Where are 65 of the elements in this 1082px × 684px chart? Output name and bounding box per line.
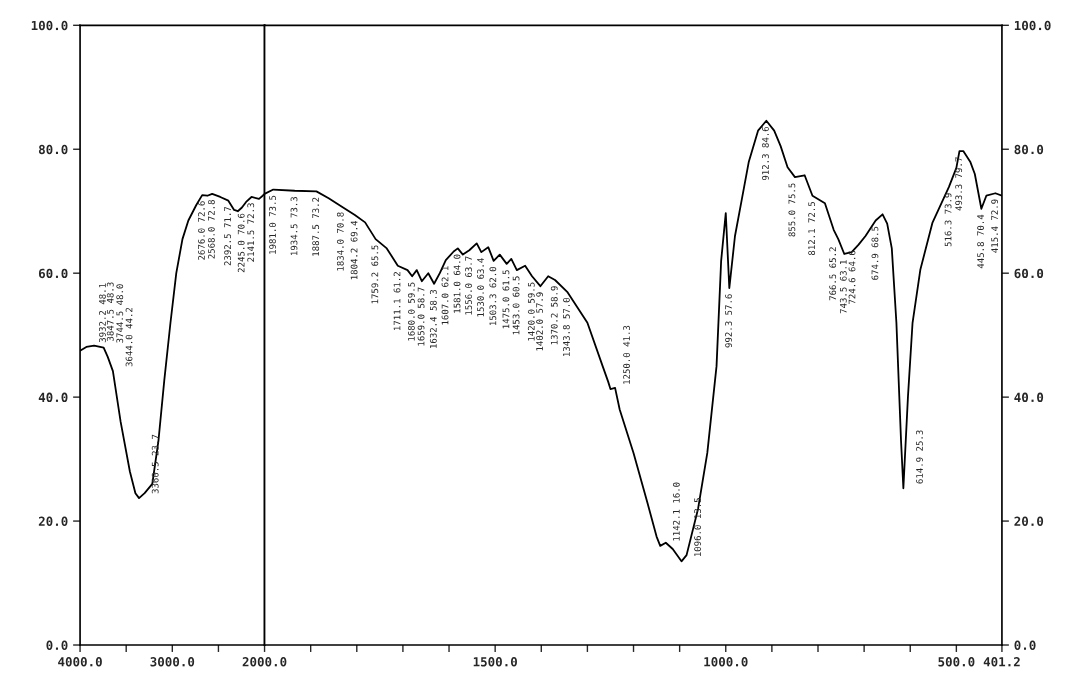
- annotation: 415.4 72.9: [991, 199, 999, 253]
- annotation: 1530.0 63.4: [477, 258, 484, 317]
- y-tick-label: 60.0: [38, 268, 68, 279]
- annotation: 1711.1 61.2: [393, 272, 401, 331]
- annotation: 724.6 64.6: [848, 250, 856, 304]
- annotation: 674.9 68.5: [871, 226, 879, 280]
- annotation: 2568.0 72.8: [207, 200, 215, 259]
- annotation: 1096.0 13.5: [694, 498, 702, 557]
- annotation: 2141.5 72.3: [247, 203, 255, 262]
- annotation: 3644.0 44.2: [125, 307, 133, 367]
- annotation: 1934.5 73.3: [290, 197, 298, 256]
- annotation: 1453.0 60.5: [512, 276, 520, 335]
- annotation: 3847.5 48.3: [106, 282, 114, 341]
- annotation: 1581.0 64.0: [453, 254, 461, 313]
- annotation: 1680.0 59.5: [407, 282, 415, 341]
- y-tick-label: 80.0: [1014, 144, 1044, 155]
- y-tick-label: 100.0: [31, 20, 68, 31]
- annotation: 766.5 65.2: [829, 247, 837, 301]
- x-tick-label: 1000.0: [704, 657, 748, 667]
- annotation: 1343.8 57.0: [563, 297, 570, 357]
- annotation: 1142.1 16.0: [672, 482, 680, 541]
- y-tick-label: 100.0: [1014, 20, 1051, 31]
- x-tick-label: 1500.0: [473, 657, 517, 667]
- x-tick-label: 2000.0: [242, 657, 287, 667]
- annotation: 614.9 25.3: [916, 430, 923, 484]
- annotation: 1981.0 73.5: [269, 195, 276, 254]
- annotation: 2245.0 70.6: [237, 213, 245, 273]
- annotation: 855.0 75.5: [788, 183, 796, 237]
- annotation: 812.1 72.5: [808, 202, 816, 256]
- x-tick-label: 500.0: [938, 657, 975, 667]
- annotation: 1420.0 59.5: [527, 282, 535, 341]
- annotation: 1370.2 58.9: [550, 286, 558, 345]
- annotation: 1402.0 57.9: [536, 292, 543, 351]
- x-tick-label: 4000.0: [58, 657, 102, 667]
- y-tick-label: 60.0: [1014, 268, 1044, 279]
- annotation: 1503.3 62.0: [489, 266, 497, 326]
- x-tick-label: 401.2: [983, 657, 1020, 667]
- annotation: 493.3 79.7: [955, 157, 963, 211]
- y-tick-label: 0.0: [46, 640, 68, 650]
- x-tick-label: 3000.0: [150, 657, 195, 667]
- annotation: 1804.2 69.4: [350, 220, 358, 280]
- annotation: 743.5 63.1: [839, 260, 847, 314]
- annotation: 516.3 73.9: [944, 193, 952, 247]
- annotation: 1834.0 70.8: [336, 212, 344, 271]
- annotation: 1607.0 62.1: [441, 266, 449, 325]
- annotation: 1250.0 41.3: [623, 325, 630, 384]
- annotation: 1475.0 61.5: [502, 270, 510, 329]
- y-tick-label: 20.0: [1014, 516, 1044, 526]
- y-tick-label: 80.0: [38, 144, 68, 155]
- y-tick-label: 40.0: [38, 392, 68, 403]
- annotation: 992.3 57.6: [725, 294, 732, 348]
- annotation: 3932.2 48.1: [99, 283, 106, 343]
- annotation: 1887.5 73.2: [312, 197, 320, 256]
- annotation: 912.3 84.6: [762, 126, 769, 181]
- annotation: 3744.5 48.0: [116, 284, 124, 343]
- annotation: 1759.2 65.5: [371, 245, 379, 304]
- y-tick-label: 40.0: [1014, 392, 1044, 403]
- annotation: 1632.4 58.3: [429, 289, 437, 348]
- annotation: 2392.5 71.7: [224, 206, 231, 266]
- y-tick-label: 20.0: [38, 516, 68, 526]
- y-tick-label: 0.0: [1014, 640, 1036, 650]
- annotation: 445.8 70.4: [977, 214, 985, 269]
- annotation: 1556.0 63.7: [465, 256, 472, 315]
- annotation: 2676.0 72.6: [198, 201, 205, 260]
- annotation: 1659.0 58.7: [417, 287, 425, 346]
